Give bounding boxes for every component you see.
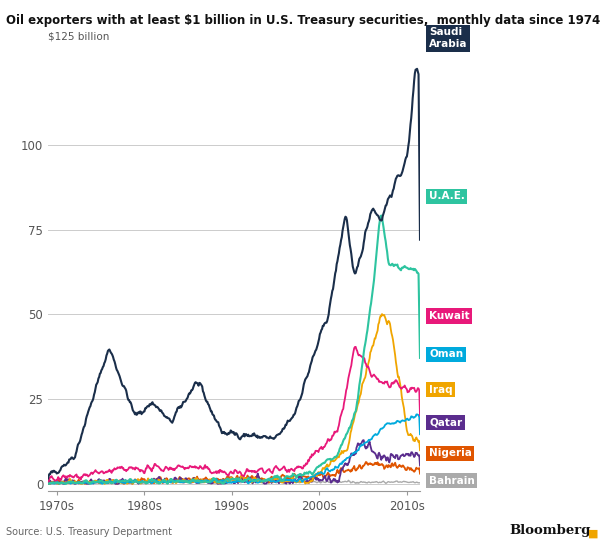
Text: Kuwait: Kuwait [429,311,470,321]
Text: U.A.E.: U.A.E. [429,191,465,201]
Text: ■: ■ [588,529,599,538]
Text: Source: U.S. Treasury Department: Source: U.S. Treasury Department [6,527,172,537]
Text: Oil exporters with at least $1 billion in U.S. Treasury securities,  monthly dat: Oil exporters with at least $1 billion i… [6,14,600,27]
Text: Nigeria: Nigeria [429,449,472,458]
Text: Bahrain: Bahrain [429,476,475,486]
Text: Iraq: Iraq [429,385,452,395]
Text: Saudi
Arabia: Saudi Arabia [429,27,467,49]
Text: Bloomberg: Bloomberg [509,524,591,537]
Text: $125 billion: $125 billion [48,32,109,41]
Text: Qatar: Qatar [429,417,462,427]
Text: Oman: Oman [429,349,463,359]
